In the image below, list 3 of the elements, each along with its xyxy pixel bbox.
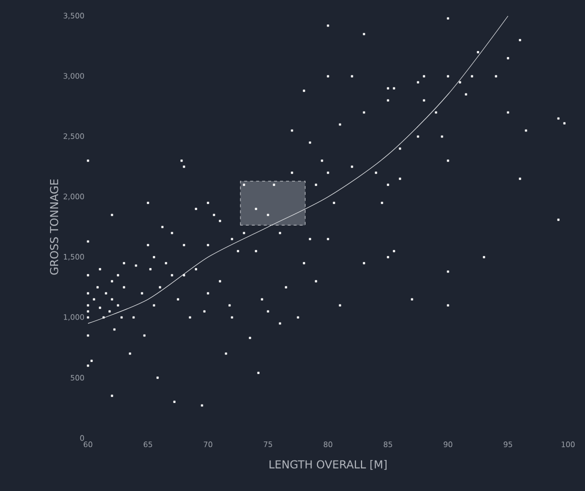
line-series [88,16,508,324]
y-axis-title: GROSS TONNAGE [50,179,58,275]
x-axis-title: LENGTH OVERALL [M] [270,460,387,470]
